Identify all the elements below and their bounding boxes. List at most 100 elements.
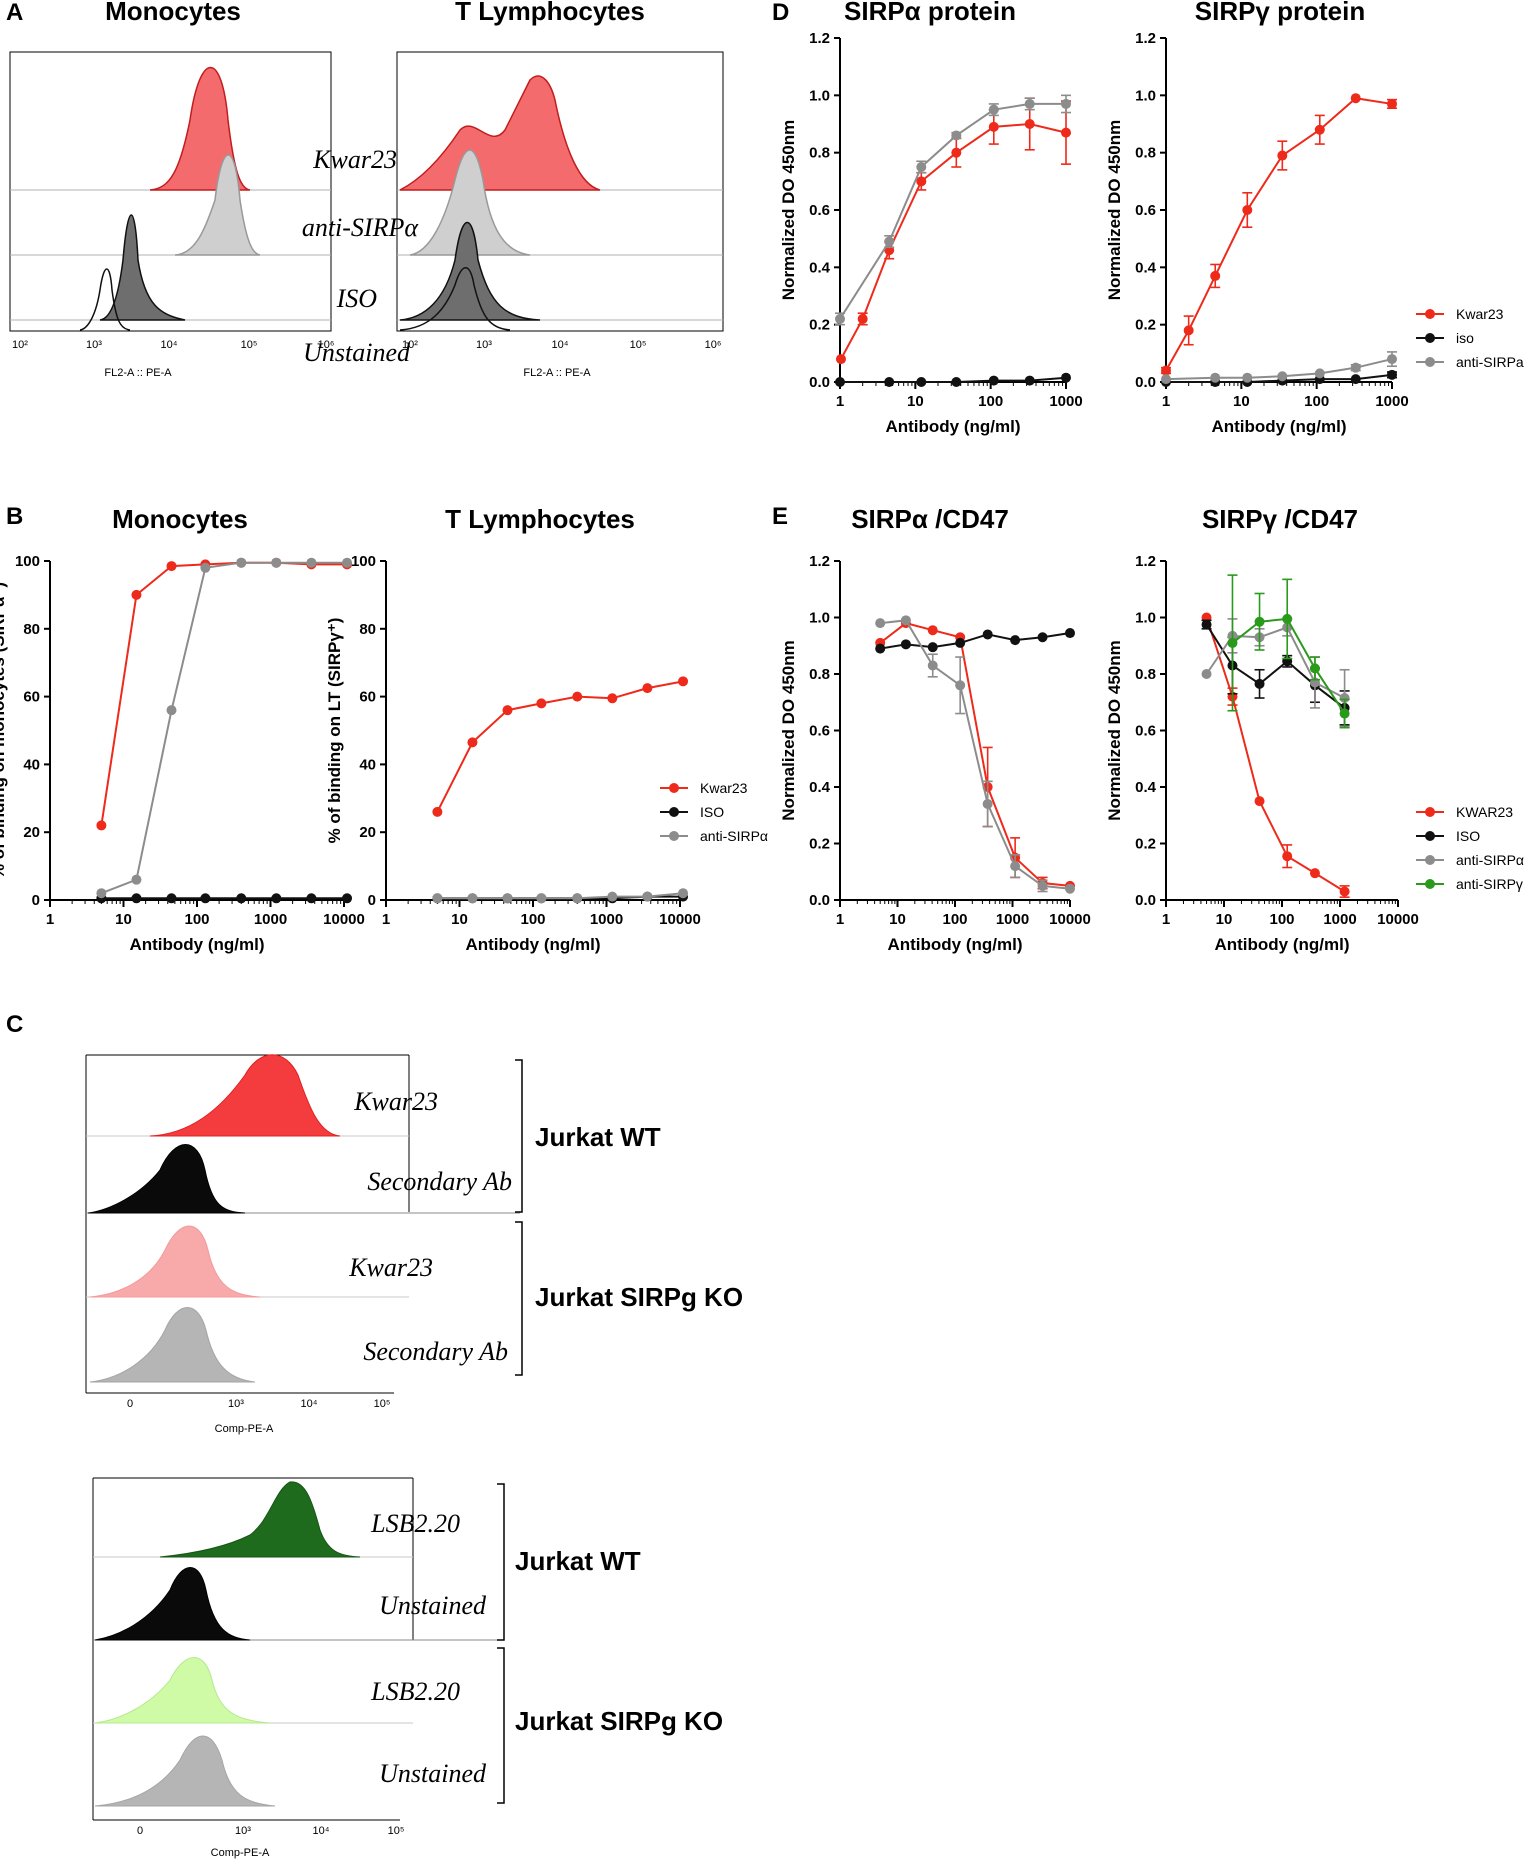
data-point	[835, 313, 845, 324]
data-point	[1387, 354, 1397, 365]
series-line	[1205, 617, 1346, 893]
chart-title: SIRPγ protein	[1195, 0, 1365, 26]
legend: Kwar23 ISO anti-SIRPα	[660, 780, 768, 844]
x-tick-label: 1000	[254, 911, 287, 928]
data-point	[1309, 663, 1320, 674]
y-tick-label: 20	[23, 824, 40, 841]
data-point	[1254, 678, 1265, 689]
data-point	[131, 874, 142, 885]
panel-c-bottom-histograms: LSB2.20 Unstained LSB2.20 Unstained Jurk…	[92, 1477, 723, 1859]
hist-secondary-ab-jurkat-sirpg-ko	[89, 1307, 256, 1383]
y-tick-label: 0.2	[809, 317, 830, 334]
data-point	[536, 893, 547, 904]
data-point	[988, 121, 999, 132]
tick-label: 10²	[402, 339, 418, 351]
y-tick-label: 0	[368, 892, 376, 909]
data-point	[467, 893, 478, 904]
tick-label: 0	[137, 1825, 143, 1837]
data-point	[1061, 127, 1071, 138]
data-point	[166, 705, 177, 716]
legend: KWAR23 ISO anti-SIRPα anti-SIRPγ	[1416, 804, 1524, 892]
series-line	[840, 122, 1067, 360]
legend-swatch-marker	[669, 807, 679, 817]
data-point	[271, 893, 282, 904]
data-point	[1339, 693, 1350, 704]
x-tick-label: 10000	[1049, 911, 1091, 928]
chart-title: SIRPα protein	[844, 0, 1016, 26]
legend-label: KWAR23	[1456, 804, 1513, 820]
data-point	[166, 561, 177, 572]
data-point	[988, 375, 999, 386]
sample-label: ISO	[336, 284, 378, 313]
legend-label: anti-SIRPa	[1456, 354, 1524, 370]
y-tick-label: 0.2	[1135, 836, 1156, 853]
legend-label: anti-SIRPα	[700, 828, 768, 844]
legend-swatch-marker	[669, 831, 679, 841]
chart-title: Monocytes	[112, 504, 248, 534]
hist-unstained-monocytes	[79, 268, 131, 331]
panel-a-sample-labels: Kwar23 anti-SIRPα ISO Unstained	[302, 145, 420, 367]
data-point	[96, 820, 107, 831]
series-anti-sirp-	[875, 615, 1075, 894]
legend-swatch-marker	[1425, 807, 1435, 817]
data-point	[1024, 119, 1035, 129]
hist-secondary-ab-jurkat-wt	[87, 1144, 246, 1214]
panel-a-left-histogram	[9, 51, 332, 332]
y-tick-label: 0.8	[809, 666, 830, 683]
tick-label: 10⁴	[301, 1398, 318, 1410]
data-point	[1010, 635, 1021, 646]
data-point	[884, 377, 895, 387]
hist-unstained-t-lymphocytes	[399, 267, 511, 331]
y-tick-label: 60	[23, 689, 40, 706]
tick-label: 10⁴	[552, 339, 569, 351]
data-point	[502, 705, 513, 716]
data-point	[131, 589, 142, 600]
panel-a-right-histogram	[396, 51, 724, 332]
legend-label: Kwar23	[1456, 306, 1504, 322]
data-point	[96, 888, 107, 899]
panel-a-left-x-label: FL2-A :: PE-A	[104, 367, 172, 379]
data-point	[982, 798, 993, 809]
sample-label: Unstained	[379, 1759, 487, 1788]
panel-letter-d: D	[772, 0, 789, 26]
data-point	[467, 737, 478, 748]
y-tick-label: 0.2	[809, 836, 830, 853]
y-tick-label: 1.0	[1135, 610, 1156, 627]
tick-label: 10⁴	[161, 339, 178, 351]
group-label: Jurkat SIRPg KO	[515, 1706, 723, 1736]
panel-letter-c: C	[6, 1011, 23, 1038]
panel-c-top-histograms: Kwar23 Secondary Ab Kwar23 Secondary Ab …	[85, 1054, 743, 1435]
data-point	[1350, 374, 1361, 385]
y-tick-label: 0.0	[1135, 892, 1156, 909]
sample-label: LSB2.20	[370, 1677, 460, 1706]
y-axis-label: Normalized DO 450nm	[1105, 120, 1124, 300]
chart-b2: T Lymphocytes 0 20 40 60 80 100 1 10 100 1000 10000…	[325, 504, 701, 954]
legend-swatch-marker	[669, 783, 679, 793]
series-anti-sirp-	[1227, 574, 1350, 729]
y-tick-label: 0.4	[1135, 259, 1157, 276]
legend-label: anti-SIRPα	[1456, 852, 1524, 868]
data-point	[1282, 613, 1293, 624]
data-point	[1387, 98, 1397, 109]
data-point	[1277, 371, 1288, 382]
group-bracket	[497, 1647, 505, 1804]
y-tick-label: 1.2	[1135, 553, 1156, 570]
panel-a-right-x-label: FL2-A :: PE-A	[523, 367, 591, 379]
data-point	[342, 557, 353, 568]
data-point	[916, 176, 927, 187]
hist-kwar23-t-lymphocytes	[399, 75, 601, 191]
data-point	[835, 354, 846, 365]
data-point	[342, 893, 353, 904]
y-tick-label: 1.0	[1135, 87, 1156, 104]
series-anti-sirp-	[96, 557, 353, 899]
sample-label: Kwar23	[312, 145, 397, 174]
series-line	[100, 561, 348, 826]
data-point	[1010, 861, 1021, 872]
x-tick-label: 10000	[323, 911, 365, 928]
y-tick-label: 0.8	[1135, 666, 1156, 683]
sample-label: Secondary Ab	[367, 1167, 512, 1196]
data-point	[900, 615, 911, 626]
y-axis-label: % of binding on LT (SIRPγ⁺)	[325, 618, 344, 844]
data-point	[951, 377, 962, 387]
